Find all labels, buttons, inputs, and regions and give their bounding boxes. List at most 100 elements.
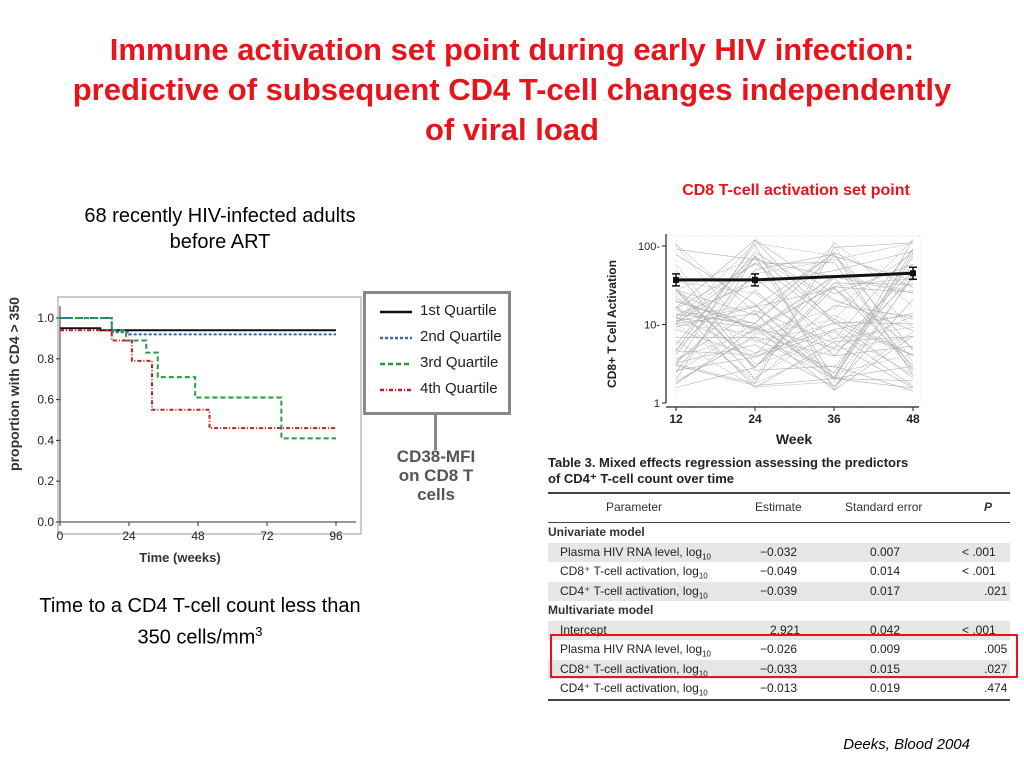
- individual-trajectory: [675, 278, 914, 359]
- activation-plot: 100-10-112 24 36 48 CD8+ T Cell Activation …: [605, 234, 922, 447]
- row-p-value: < .001: [962, 544, 996, 559]
- section-univariate-label: Univariate model: [548, 525, 645, 539]
- km-x-tick-label: 96: [329, 529, 343, 543]
- table-row: CD4⁺ T-cell activation, log10 −0.039 0.0…: [548, 581, 1010, 601]
- row-standard-error: 0.015: [870, 661, 901, 676]
- individual-trajectory: [675, 244, 914, 373]
- study-description-line-1: 68 recently HIV-infected adults: [84, 205, 356, 227]
- individual-trajectory: [675, 270, 914, 392]
- individual-trajectory: [675, 248, 914, 340]
- row-standard-error: 0.042: [870, 622, 901, 637]
- individual-trajectory: [675, 255, 914, 382]
- header-p: P: [984, 500, 993, 514]
- km-caption-unit: 350 cells/mm: [137, 626, 256, 649]
- individual-trajectory: [675, 310, 914, 389]
- row-standard-error: 0.009: [870, 642, 901, 656]
- row-parameter-sub: 10: [698, 571, 708, 581]
- legend-item-4th-quartile: 4th Quartile: [380, 378, 510, 400]
- row-parameter: Intercept: [560, 622, 607, 637]
- activation-y-tick-label: 1: [654, 398, 660, 410]
- highlight-box: [550, 634, 1018, 678]
- legend-label-4th: 4th Quartile: [420, 380, 498, 397]
- row-standard-error: 0.007: [870, 544, 901, 559]
- row-parameter: Plasma HIV RNA level, log10: [560, 640, 711, 664]
- activation-y-tick-label: 100-: [638, 241, 660, 253]
- title-line-1: Immune activation set point during early…: [109, 32, 915, 67]
- row-parameter-text: CD4⁺ T-cell activation, log: [560, 583, 699, 598]
- individual-trajectory: [675, 306, 914, 388]
- km-series-3rd-quartile: [60, 317, 336, 440]
- individual-trajectory: [675, 305, 914, 374]
- row-parameter-sub: 10: [702, 649, 711, 659]
- table-title: Table 3. Mixed effects regression assess…: [548, 455, 988, 487]
- row-parameter-text: CD8⁺ T-cell activation, log: [560, 661, 699, 676]
- individual-trajectory: [675, 365, 914, 389]
- title-line-2: predictive of subsequent CD4 T-cell chan…: [72, 72, 952, 107]
- legend-label-1st: 1st Quartile: [420, 302, 497, 319]
- km-y-tick-label: 0.8: [37, 352, 54, 366]
- individual-trajectory: [675, 252, 914, 316]
- km-series-1st-quartile: [60, 327, 336, 332]
- header-standard-error: Standard error: [845, 500, 923, 514]
- legend-label-3rd: 3rd Quartile: [420, 354, 499, 371]
- header-estimate: Estimate: [755, 500, 802, 514]
- row-parameter-text: CD8⁺ T-cell activation, log: [560, 564, 699, 578]
- activation-plot-title: CD8 T-cell activation set point: [682, 182, 910, 199]
- individual-trajectory: [675, 288, 914, 349]
- individual-trajectory: [675, 282, 914, 388]
- km-x-tick-label: 24: [122, 529, 136, 543]
- individual-trajectory: [675, 253, 914, 373]
- legend-label-2nd: 2nd Quartile: [420, 328, 502, 345]
- activation-x-tick-label: 12: [669, 412, 683, 426]
- mean-point: [910, 270, 916, 277]
- individual-trajectory: [675, 255, 914, 324]
- section-multivariate-label: Multivariate model: [548, 603, 654, 617]
- table-row: CD8⁺ T-cell activation, log10 −0.049 0.0…: [548, 562, 1010, 582]
- activation-x-tick-label: 36: [827, 412, 841, 426]
- row-parameter-sub: 10: [698, 590, 708, 600]
- individual-trajectory: [675, 239, 914, 378]
- row-parameter: CD8⁺ T-cell activation, log10: [560, 562, 708, 586]
- km-y-tick-label: 0.0: [37, 515, 54, 529]
- individual-trajectory: [675, 272, 914, 369]
- quartile-variable-line-2: on CD8 T: [398, 466, 474, 485]
- km-y-tick-label: 1.0: [37, 311, 54, 325]
- legend-item-2nd-quartile: 2nd Quartile: [380, 326, 510, 348]
- activation-y-axis-label: CD8+ T Cell Activation: [605, 260, 619, 388]
- table-row: Plasma HIV RNA level, log10 −0.026 0.009…: [548, 640, 1010, 660]
- quartile-variable-line-3: cells: [417, 485, 455, 504]
- individual-trajectory: [675, 312, 914, 354]
- quartile-variable-line-1: CD38-MFI: [396, 447, 476, 466]
- km-y-tick-label: 0.6: [37, 393, 54, 407]
- row-estimate: −0.049: [760, 564, 798, 578]
- quartile-variable-label: CD38-MFI on CD8 T cells: [372, 447, 500, 504]
- section-univariate: Univariate model: [548, 523, 1010, 543]
- table-row: Plasma HIV RNA level, log10 −0.032 0.007…: [548, 542, 1010, 562]
- individual-trajectory: [675, 262, 914, 325]
- km-y-tick-label: 0.4: [37, 433, 54, 447]
- km-caption-line-2: 350 cells/mm3: [0, 619, 400, 651]
- individual-trajectory: [675, 287, 914, 369]
- legend-swatch-3rd: [380, 362, 412, 366]
- section-multivariate: Multivariate model: [548, 601, 1010, 621]
- km-caption: Time to a CD4 T-cell count less than 350…: [0, 593, 400, 651]
- title-line-3: of viral load: [425, 112, 599, 147]
- legend-swatch-4th: [380, 388, 412, 392]
- legend-connector-line: [434, 412, 437, 450]
- table-title-line-1: Table 3. Mixed effects regression assess…: [548, 455, 909, 470]
- regression-table: Parameter Estimate Standard error P Univ…: [548, 492, 1010, 701]
- individual-trajectory: [675, 290, 914, 380]
- row-parameter-text: Plasma HIV RNA level, log: [560, 642, 703, 656]
- individual-trajectory: [675, 295, 914, 379]
- mean-point: [752, 276, 758, 283]
- individual-trajectory: [675, 255, 914, 356]
- table-row: CD4⁺ T-cell activation, log10 −0.013 0.0…: [548, 679, 1010, 701]
- km-caption-line-1: Time to a CD4 T-cell count less than: [39, 595, 361, 617]
- individual-trajectory: [675, 239, 914, 309]
- study-description-line-2: before ART: [169, 231, 271, 253]
- row-parameter: CD4⁺ T-cell activation, log10: [560, 679, 708, 703]
- row-p-value: .474: [984, 681, 1008, 695]
- individual-trajectory: [675, 242, 914, 384]
- activation-plot-frame: [675, 235, 922, 404]
- row-standard-error: 0.017: [870, 583, 901, 598]
